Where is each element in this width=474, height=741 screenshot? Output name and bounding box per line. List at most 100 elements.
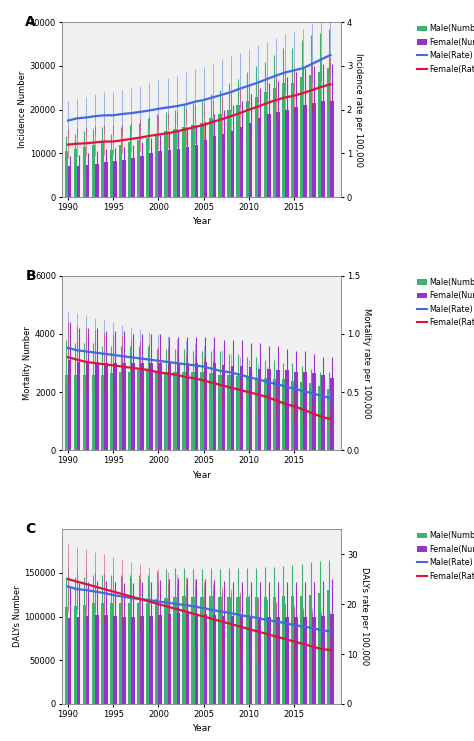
- Bar: [82, 605, 86, 704]
- Bar: [122, 160, 126, 197]
- Bar: [210, 597, 213, 704]
- Bar: [321, 375, 325, 451]
- Legend: Male(Number), Female(Number), Male(Rate), Female(Rate): Male(Number), Female(Number), Male(Rate)…: [415, 530, 474, 582]
- Bar: [237, 105, 240, 197]
- Bar: [95, 164, 99, 197]
- Bar: [82, 375, 86, 451]
- Legend: Male(Number), Female(Number), Male(Rate), Female(Rate): Male(Number), Female(Number), Male(Rate)…: [415, 276, 474, 329]
- Bar: [258, 617, 262, 704]
- Bar: [330, 378, 334, 451]
- Bar: [246, 597, 249, 704]
- Y-axis label: Mortality rate per 100,000: Mortality rate per 100,000: [362, 308, 371, 419]
- Bar: [155, 599, 158, 704]
- Bar: [104, 162, 108, 197]
- Bar: [100, 602, 104, 704]
- Bar: [294, 372, 298, 451]
- Bar: [91, 375, 95, 451]
- Bar: [219, 375, 222, 451]
- Bar: [64, 375, 68, 451]
- Y-axis label: DALYs Number: DALYs Number: [13, 585, 22, 648]
- Bar: [258, 369, 262, 451]
- Bar: [309, 595, 312, 704]
- Bar: [219, 597, 222, 704]
- Bar: [73, 149, 77, 197]
- Bar: [276, 370, 280, 451]
- Bar: [128, 372, 131, 451]
- Bar: [249, 123, 252, 197]
- Bar: [201, 372, 204, 451]
- Bar: [201, 123, 204, 197]
- Bar: [264, 597, 267, 704]
- Bar: [240, 366, 243, 451]
- Bar: [140, 363, 144, 451]
- Bar: [300, 77, 303, 197]
- Bar: [95, 615, 99, 704]
- Bar: [68, 360, 72, 451]
- Bar: [182, 372, 186, 451]
- Bar: [210, 119, 213, 197]
- Bar: [246, 101, 249, 197]
- Y-axis label: Incidence rate per 100,000: Incidence rate per 100,000: [355, 53, 364, 167]
- Bar: [64, 607, 68, 704]
- Bar: [82, 147, 86, 197]
- Bar: [237, 376, 240, 451]
- Y-axis label: Mortality Number: Mortality Number: [23, 326, 32, 400]
- Bar: [312, 103, 316, 197]
- Bar: [210, 373, 213, 451]
- Bar: [113, 616, 117, 704]
- Bar: [122, 617, 126, 704]
- Bar: [228, 375, 231, 451]
- Bar: [186, 147, 189, 197]
- X-axis label: Year: Year: [192, 217, 211, 226]
- Bar: [176, 363, 180, 451]
- Bar: [104, 363, 108, 451]
- Bar: [327, 389, 330, 451]
- Bar: [146, 370, 149, 451]
- Bar: [258, 119, 262, 197]
- Bar: [173, 372, 176, 451]
- Bar: [264, 378, 267, 451]
- Bar: [294, 617, 298, 704]
- Bar: [131, 363, 135, 451]
- Bar: [222, 365, 225, 451]
- Bar: [303, 372, 307, 451]
- Bar: [228, 110, 231, 197]
- Bar: [73, 606, 77, 704]
- Bar: [158, 363, 162, 451]
- Bar: [309, 384, 312, 451]
- Bar: [91, 144, 95, 197]
- X-axis label: Year: Year: [192, 724, 211, 733]
- Bar: [312, 617, 316, 704]
- Bar: [73, 375, 77, 451]
- Bar: [318, 73, 321, 197]
- Bar: [327, 591, 330, 704]
- Bar: [146, 138, 149, 197]
- Bar: [318, 593, 321, 704]
- Bar: [228, 597, 231, 704]
- Bar: [255, 96, 258, 197]
- Bar: [173, 597, 176, 704]
- Bar: [204, 614, 207, 704]
- Bar: [300, 596, 303, 704]
- Bar: [113, 363, 117, 451]
- Bar: [128, 602, 131, 704]
- Bar: [204, 362, 207, 451]
- Bar: [167, 363, 171, 451]
- Bar: [149, 616, 153, 704]
- Bar: [213, 136, 216, 197]
- Bar: [303, 105, 307, 197]
- Bar: [164, 598, 167, 704]
- Bar: [321, 616, 325, 704]
- Bar: [291, 381, 294, 451]
- Bar: [282, 84, 285, 197]
- X-axis label: Year: Year: [192, 471, 211, 479]
- Bar: [318, 386, 321, 451]
- Bar: [267, 114, 271, 197]
- Bar: [113, 162, 117, 197]
- Bar: [249, 616, 252, 704]
- Bar: [131, 158, 135, 197]
- Bar: [213, 615, 216, 704]
- Bar: [195, 363, 198, 451]
- Bar: [100, 142, 104, 197]
- Text: A: A: [25, 16, 36, 29]
